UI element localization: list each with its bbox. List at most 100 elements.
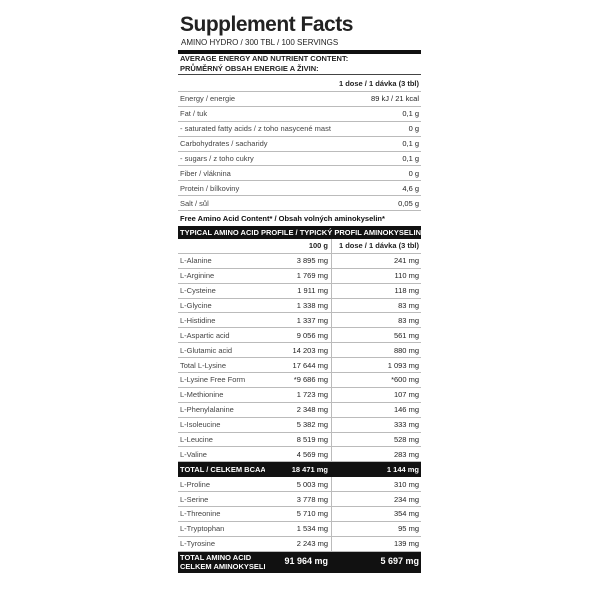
- value-dose: 118 mg: [394, 286, 419, 296]
- row-label: - sugars / z toho cukry: [180, 154, 254, 163]
- row-label: L-Leucine: [180, 435, 213, 445]
- nutrient-row: Fiber / vláknina 0 g: [178, 166, 421, 182]
- heading-text: TYPICAL AMINO ACID PROFILE / TYPICKÝ PRO…: [180, 227, 421, 237]
- column-label: 100 g: [265, 239, 332, 253]
- heading-line: AVERAGE ENERGY AND NUTRIENT CONTENT:: [180, 54, 349, 63]
- value-100g: 1 338 mg: [265, 298, 332, 313]
- row-label: TOTAL AMINO ACID CELKEM AMINOKYSELIN: [178, 553, 265, 571]
- amino-row: L-Tyrosine 2 243 mg 139 mg: [178, 536, 421, 552]
- value-dose: 234 mg: [393, 494, 419, 504]
- row-label: L-Glycine: [180, 301, 212, 311]
- amino-table-2: L-Proline 5 003 mg 310 mg L-Serine 3 778 mg 2…: [178, 477, 421, 552]
- value-dose: 139 mg: [393, 539, 419, 549]
- row-label: L-Glutamic acid: [180, 345, 233, 355]
- row-label: L-Threonine: [180, 509, 221, 519]
- row-label: TOTAL / CELKEM BCAA: [180, 464, 265, 474]
- row-value: 0,05 g: [398, 198, 419, 208]
- value-100g: 4 569 mg: [265, 447, 332, 462]
- amino-row: L-Proline 5 003 mg 310 mg: [178, 477, 421, 493]
- row-label: L-Lysine Free Form: [180, 375, 246, 385]
- row-value: 0,1 g: [402, 109, 419, 119]
- nutrient-row: - sugars / z toho cukry 0,1 g: [178, 152, 421, 167]
- heading-line: PRŮMĚRNÝ OBSAH ENERGIE A ŽIVIN:: [180, 64, 319, 73]
- row-label: Fiber / vláknina: [180, 168, 231, 178]
- amino-column-header: 100 g 1 dose / 1 dávka (3 tbl): [178, 239, 421, 254]
- value-dose: 95 mg: [398, 524, 419, 534]
- value-dose: 107 mg: [393, 390, 419, 400]
- row-label: L-Tyrosine: [180, 539, 216, 549]
- value-dose: 5 697 mg: [380, 556, 419, 567]
- label-line: CELKEM AMINOKYSELIN: [180, 561, 265, 571]
- amino-row: L-Alanine 3 895 mg 241 mg: [178, 253, 421, 269]
- value-dose: 561 mg: [393, 330, 419, 340]
- value-100g: 17 644 mg: [265, 358, 332, 373]
- row-label: L-Arginine: [180, 271, 215, 281]
- row-label: L-Tryptophan: [180, 524, 225, 534]
- value-dose: *600 mg: [391, 375, 419, 385]
- bcaa-total-row: TOTAL / CELKEM BCAA 18 471 mg 1 144 mg: [178, 462, 421, 478]
- row-label: Fat / tuk: [180, 109, 208, 119]
- value-100g: 91 964 mg: [265, 551, 332, 572]
- amino-row: Total L-Lysine 17 644 mg 1 093 mg: [178, 358, 421, 374]
- value-100g: 1 337 mg: [265, 313, 332, 328]
- row-value: 4,6 g: [402, 183, 419, 193]
- nutrient-heading: AVERAGE ENERGY AND NUTRIENT CONTENT: PRŮ…: [178, 54, 421, 75]
- value-dose: 528 mg: [393, 435, 419, 445]
- amino-row: L-Tryptophan 1 534 mg 95 mg: [178, 521, 421, 537]
- value-dose: 83 mg: [398, 315, 419, 325]
- amino-row: L-Methionine 1 723 mg 107 mg: [178, 387, 421, 403]
- amino-row: L-Phenylalanine 2 348 mg 146 mg: [178, 402, 421, 418]
- amino-row: L-Arginine 1 769 mg 110 mg: [178, 268, 421, 284]
- nutrient-row: Carbohydrates / sacharidy 0,1 g: [178, 137, 421, 152]
- row-label: Protein / bílkoviny: [180, 183, 240, 193]
- free-note: Free Amino Acid Content* / Obsah volných…: [178, 211, 421, 226]
- value-100g: 5 003 mg: [265, 477, 332, 492]
- value-100g: 14 203 mg: [265, 343, 332, 358]
- amino-heading: TYPICAL AMINO ACID PROFILE / TYPICKÝ PRO…: [178, 226, 421, 240]
- row-label: Carbohydrates / sacharidy: [180, 139, 268, 149]
- value-100g: *9 686 mg: [265, 373, 332, 387]
- supplement-facts-panel: Supplement Facts AMINO HYDRO / 300 TBL /…: [178, 12, 421, 573]
- nutrient-row: - saturated fatty acids / z toho nasycen…: [178, 122, 421, 137]
- amino-table: L-Alanine 3 895 mg 241 mg L-Arginine 1 769 m…: [178, 253, 421, 463]
- amino-row: L-Glutamic acid 14 203 mg 880 mg: [178, 343, 421, 359]
- amino-row: L-Serine 3 778 mg 234 mg: [178, 492, 421, 508]
- value-dose: 110 mg: [394, 271, 419, 281]
- value-100g: 3 895 mg: [265, 253, 332, 268]
- amino-row: L-Histidine 1 337 mg 83 mg: [178, 313, 421, 329]
- value-dose: 1 144 mg: [386, 464, 419, 474]
- row-label: L-Isoleucine: [180, 420, 221, 430]
- value-dose: 880 mg: [393, 345, 419, 355]
- row-label: L-Cysteine: [180, 286, 216, 296]
- row-label: L-Methionine: [180, 390, 224, 400]
- row-label: L-Proline: [180, 479, 211, 489]
- subtitle: AMINO HYDRO / 300 TBL / 100 SERVINGS: [181, 38, 339, 47]
- value-dose: 241 mg: [393, 256, 419, 266]
- nutrient-row: Fat / tuk 0,1 g: [178, 107, 421, 122]
- value-100g: 2 243 mg: [265, 536, 332, 551]
- value-100g: 8 519 mg: [265, 432, 332, 447]
- note-text: Free Amino Acid Content* / Obsah volných…: [180, 214, 385, 224]
- value-100g: 1 769 mg: [265, 268, 332, 283]
- column-label: 1 dose / 1 dávka (3 tbl): [338, 78, 419, 88]
- row-label: L-Phenylalanine: [180, 405, 234, 415]
- amino-row: L-Cysteine 1 911 mg 118 mg: [178, 283, 421, 299]
- row-label: L-Alanine: [180, 256, 212, 266]
- column-label: 1 dose / 1 dávka (3 tbl): [338, 241, 419, 251]
- row-label: L-Serine: [180, 494, 209, 504]
- row-label: Total L-Lysine: [180, 360, 226, 370]
- nutrient-row: Protein / bílkoviny 4,6 g: [178, 181, 421, 197]
- divider-bar: [178, 50, 421, 54]
- row-label: L-Aspartic acid: [180, 330, 230, 340]
- label-line: TOTAL AMINO ACID: [180, 552, 252, 562]
- amino-row: L-Isoleucine 5 382 mg 333 mg: [178, 417, 421, 433]
- value-100g: 9 056 mg: [265, 328, 332, 343]
- column-header: 1 dose / 1 dávka (3 tbl): [178, 75, 421, 92]
- value-dose: 146 mg: [393, 405, 419, 415]
- row-value: 0,1 g: [402, 154, 419, 163]
- value-dose: 310 mg: [393, 479, 419, 489]
- row-value: 0 g: [408, 168, 419, 178]
- nutrient-row: Salt / sůl 0,05 g: [178, 196, 421, 212]
- nutrient-table: Energy / energie 89 kJ / 21 kcal Fat / tuk…: [178, 92, 421, 212]
